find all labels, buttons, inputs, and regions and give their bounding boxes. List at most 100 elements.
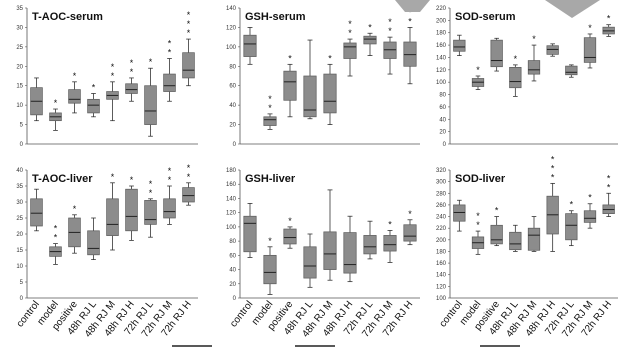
box-4: * [509,54,522,97]
significance-star: * [408,7,412,17]
significance-star: * [607,182,611,192]
significance-star: * [111,62,115,72]
significance-star: * [149,179,153,189]
panel-title: GSH-liver [245,173,296,185]
box-3: * [68,71,81,114]
y-tick-label: 180 [436,31,447,37]
chart-panel: 0 20 40 60 80 100 120 140 160 180 GSH-liver * * * * [226,168,420,302]
y-tick-label: 120 [436,284,447,290]
significance-star: * [149,188,153,198]
y-tick-label: 240 [436,215,447,221]
box-2: ** [49,224,62,265]
y-tick-label: 140 [436,273,447,279]
box-iqr [303,75,317,118]
box-6 [343,215,357,283]
significance-star: * [551,163,555,173]
box-2: * [49,98,62,131]
box-3: * [283,216,297,249]
box-9: * [602,14,615,37]
box-7: * [363,22,377,56]
y-tick-label: 20 [229,123,236,129]
box-iqr [87,230,100,256]
y-tick-label: 260 [436,203,447,209]
box-1 [453,199,466,232]
box-iqr [509,66,522,89]
box-1 [453,34,466,56]
box-5: * [323,53,337,125]
box-3: * [283,53,297,118]
box-3: * [490,206,503,247]
box-8: * [583,23,597,69]
box-iqr [565,213,578,241]
y-tick-label: 20 [229,282,236,288]
box-6: *** [546,154,559,252]
significance-star: * [92,82,96,92]
significance-star: * [54,98,58,108]
y-tick-label: 40 [229,103,236,109]
box-iqr [490,39,503,68]
y-tick-label: 140 [226,6,237,12]
box-iqr [125,83,138,94]
box-iqr [182,52,195,79]
y-tick-label: 100 [436,296,447,302]
box-3: * [68,204,81,254]
y-tick-label: 80 [229,64,236,70]
box-iqr [283,228,297,245]
box-iqr [343,42,357,59]
significance-star: * [348,28,352,38]
box-9: ** [403,7,417,85]
y-tick-label: 60 [229,84,236,90]
box-iqr [323,73,337,114]
significance-star: * [130,67,134,77]
y-tick-label: 220 [436,6,447,12]
significance-star: * [551,172,555,182]
y-tick-label: 160 [436,43,447,49]
significance-star: * [168,175,172,185]
y-tick-label: 20 [16,64,23,70]
significance-star: * [588,23,592,33]
box-5 [323,189,337,281]
significance-star: * [570,200,574,210]
box-6 [546,43,559,57]
box-2: ** [263,94,277,130]
box-iqr [490,224,503,245]
panel-title: T-AOC-serum [32,11,103,23]
significance-star: * [388,17,392,27]
y-tick-label: 5 [20,123,24,129]
y-tick-label: 0 [20,296,24,302]
y-tick-label: 30 [16,25,23,31]
box-iqr [283,70,297,101]
box-4 [87,217,100,261]
significance-star: * [368,22,372,32]
significance-star: * [54,224,58,234]
box-5: ** [106,62,119,122]
box-9: * [403,209,417,246]
y-tick-label: 5 [20,280,24,286]
y-tick-label: 160 [226,182,237,188]
box-2: * [471,65,485,90]
significance-star: * [551,154,555,164]
y-tick-label: 320 [436,168,447,174]
y-tick-label: 60 [229,253,236,259]
significance-star: * [73,71,77,81]
box-1 [243,203,257,258]
y-tick-label: 40 [16,168,23,174]
box-5: * [106,172,119,251]
y-tick-label: 100 [226,45,237,51]
significance-star: * [187,19,191,29]
box-iqr [144,85,157,125]
box-3 [490,37,503,72]
panel-title: SOD-liver [455,173,506,185]
y-tick-label: 0 [233,142,237,148]
box-7: * [144,57,157,137]
significance-star: * [130,175,134,185]
box-2: * [263,236,277,295]
significance-star: * [288,53,292,63]
box-7 [363,220,377,260]
box-iqr [106,198,119,236]
significance-star: * [168,48,172,58]
y-tick-label: 20 [439,130,446,136]
box-iqr [303,246,317,279]
